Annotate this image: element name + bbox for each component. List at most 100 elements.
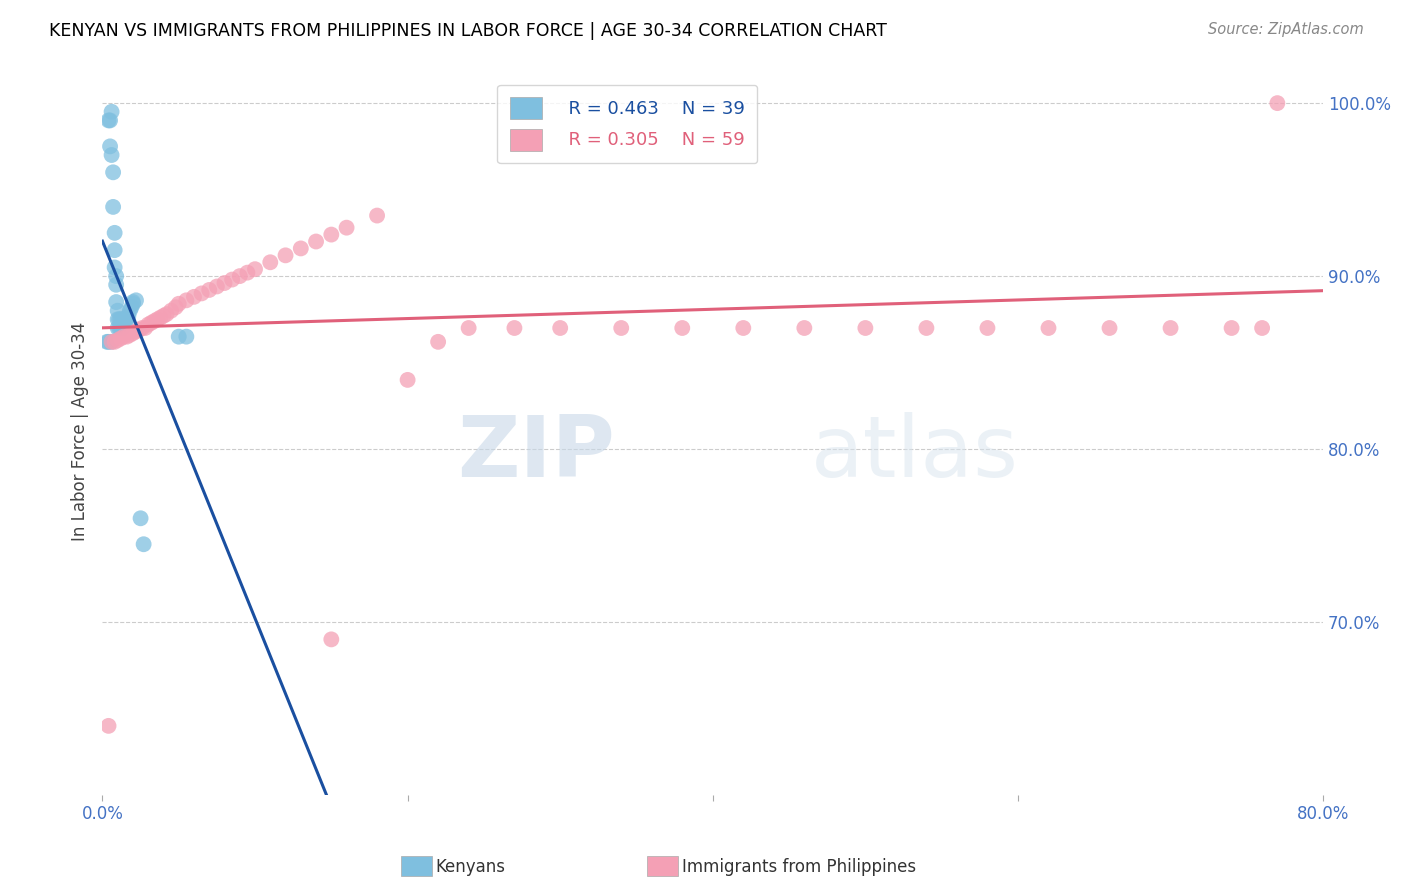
Point — [366, 209, 388, 223]
Point — [100, 148, 122, 162]
Point — [107, 321, 129, 335]
Point — [110, 321, 132, 335]
Point — [198, 283, 221, 297]
Point — [128, 323, 150, 337]
Point — [101, 200, 124, 214]
Point — [100, 334, 122, 349]
Point — [136, 318, 159, 332]
Text: Kenyans: Kenyans — [436, 858, 506, 876]
Point — [110, 331, 132, 345]
Point — [97, 334, 120, 349]
Point — [105, 269, 128, 284]
Point — [229, 269, 252, 284]
Point — [105, 295, 128, 310]
Point — [104, 334, 127, 349]
Point — [396, 373, 419, 387]
Point — [100, 104, 122, 119]
Point — [104, 226, 127, 240]
Point — [101, 165, 124, 179]
Point — [98, 113, 121, 128]
Point — [176, 293, 198, 308]
Point — [793, 321, 815, 335]
Point — [97, 113, 120, 128]
Point — [1160, 321, 1182, 335]
Point — [853, 321, 876, 335]
Point — [97, 719, 120, 733]
Point — [118, 303, 141, 318]
Y-axis label: In Labor Force | Age 30-34: In Labor Force | Age 30-34 — [72, 322, 89, 541]
Point — [112, 329, 135, 343]
Point — [149, 310, 172, 325]
Point — [167, 329, 190, 343]
Point — [120, 300, 142, 314]
Point — [548, 321, 571, 335]
Point — [112, 318, 135, 332]
Point — [152, 309, 174, 323]
Point — [104, 243, 127, 257]
Point — [671, 321, 693, 335]
Point — [1098, 321, 1121, 335]
Point — [976, 321, 998, 335]
Point — [610, 321, 633, 335]
Point — [105, 277, 128, 292]
Point — [183, 290, 205, 304]
Point — [214, 276, 236, 290]
Point — [118, 327, 141, 342]
Point — [111, 321, 134, 335]
Point — [165, 300, 187, 314]
Point — [143, 314, 166, 328]
Point — [305, 235, 328, 249]
Text: Immigrants from Philippines: Immigrants from Philippines — [682, 858, 917, 876]
Point — [122, 326, 145, 341]
Point — [1251, 321, 1274, 335]
Point — [190, 286, 212, 301]
Point — [104, 260, 127, 275]
Point — [274, 248, 297, 262]
Point — [125, 325, 148, 339]
Text: Source: ZipAtlas.com: Source: ZipAtlas.com — [1208, 22, 1364, 37]
Point — [122, 297, 145, 311]
Point — [111, 312, 134, 326]
Point — [134, 321, 156, 335]
Point — [131, 321, 153, 335]
Point — [221, 272, 243, 286]
Text: atlas: atlas — [810, 412, 1018, 495]
Point — [107, 312, 129, 326]
Point — [155, 307, 177, 321]
Point — [915, 321, 938, 335]
Point — [243, 262, 266, 277]
Point — [114, 316, 136, 330]
Point — [160, 303, 183, 318]
Point — [176, 329, 198, 343]
Point — [107, 333, 129, 347]
Point — [96, 334, 118, 349]
Point — [503, 321, 526, 335]
Point — [110, 312, 132, 326]
Point — [117, 309, 139, 323]
Point — [122, 295, 145, 310]
Point — [1267, 96, 1289, 111]
Point — [167, 297, 190, 311]
Point — [1038, 321, 1060, 335]
Point — [733, 321, 755, 335]
Point — [98, 139, 121, 153]
Point — [457, 321, 479, 335]
Point — [129, 511, 152, 525]
Point — [259, 255, 281, 269]
Point — [321, 632, 343, 647]
Point — [107, 303, 129, 318]
Point — [112, 312, 135, 326]
Point — [427, 334, 450, 349]
Text: KENYAN VS IMMIGRANTS FROM PHILIPPINES IN LABOR FORCE | AGE 30-34 CORRELATION CHA: KENYAN VS IMMIGRANTS FROM PHILIPPINES IN… — [49, 22, 887, 40]
Point — [335, 220, 357, 235]
Point — [146, 312, 169, 326]
Point — [132, 537, 155, 551]
Point — [236, 266, 259, 280]
Point — [321, 227, 343, 242]
Legend:   R = 0.463    N = 39,   R = 0.305    N = 59: R = 0.463 N = 39, R = 0.305 N = 59 — [498, 85, 758, 163]
Point — [141, 316, 163, 330]
Point — [100, 334, 122, 349]
Point — [205, 279, 228, 293]
Text: ZIP: ZIP — [457, 412, 616, 495]
Point — [108, 312, 131, 326]
